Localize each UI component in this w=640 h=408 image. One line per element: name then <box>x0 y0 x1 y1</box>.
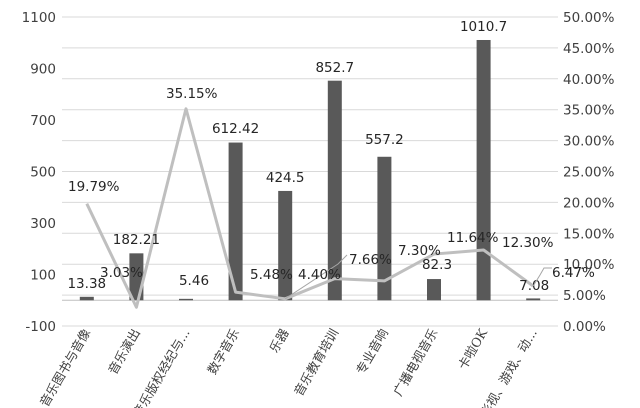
y-right-tick-label: 25.00% <box>563 165 615 181</box>
y-right-tick-label: 0.00% <box>563 319 606 335</box>
x-category-label: 专业音响 <box>353 326 391 377</box>
y-right-tick-label: 20.00% <box>563 195 615 211</box>
bar-data-label: 557.2 <box>365 132 404 148</box>
x-category-label: 广播电视音乐 <box>390 326 440 398</box>
y-right-tick-label: 5.00% <box>563 288 606 304</box>
bar <box>526 298 541 301</box>
bar <box>327 80 342 301</box>
y-right-tick-label: 15.00% <box>563 226 615 242</box>
line-data-label: 11.64% <box>447 230 499 246</box>
bar-data-label: 424.5 <box>266 170 305 186</box>
bar <box>427 279 441 301</box>
x-category-label: 音乐演出 <box>105 326 143 377</box>
y-right-tick-label: 40.00% <box>563 72 615 88</box>
bar-data-label: 612.42 <box>212 121 259 137</box>
leader-line <box>532 267 552 287</box>
bar <box>278 190 293 301</box>
bar-data-label: 182.21 <box>113 232 160 248</box>
line-data-label: 3.03% <box>100 265 143 281</box>
y-right-tick-label: 10.00% <box>563 257 615 273</box>
leader-line <box>284 254 348 300</box>
bar <box>377 156 392 301</box>
x-category-label: 音乐图书与音像 <box>37 326 94 408</box>
y-left-tick-label: 500 <box>30 165 56 181</box>
y-left-tick-label: 700 <box>30 113 56 129</box>
y-left-tick-label: 300 <box>30 216 56 232</box>
x-category-label: 音乐教育培训 <box>291 326 341 398</box>
y-left-tick-label: 1100 <box>22 10 56 26</box>
line-data-label: 35.15% <box>166 86 218 102</box>
line-data-label: 5.48% <box>250 267 293 283</box>
y-right-tick-label: 35.00% <box>563 103 615 119</box>
x-category-label: 卡啦OK <box>455 325 491 372</box>
line-data-label: 19.79% <box>68 179 120 195</box>
bar-data-label: 5.46 <box>179 273 209 289</box>
x-category-label: 数字音乐 <box>204 326 242 377</box>
line-data-label: 4.40% <box>298 267 341 283</box>
y-right-tick-label: 45.00% <box>563 41 615 57</box>
y-right-tick-label: 50.00% <box>563 10 615 26</box>
bar-data-label: 1010.7 <box>460 19 507 35</box>
bar <box>179 298 193 301</box>
line-data-label: 12.30% <box>502 235 554 251</box>
bar <box>476 39 491 301</box>
y-left-tick-label: -100 <box>25 319 56 335</box>
x-category-label: 乐器 <box>266 326 292 356</box>
y-right-tick-label: 30.00% <box>563 134 615 150</box>
bar-data-label: 852.7 <box>315 60 354 76</box>
bar-data-label: 13.38 <box>67 276 106 292</box>
line-data-label: 7.30% <box>398 243 441 259</box>
bar-data-label: 7.08 <box>519 278 549 294</box>
line-series <box>85 107 535 309</box>
y-left-tick-label: 100 <box>30 268 56 284</box>
bar <box>228 142 243 301</box>
bar-data-label: 82.3 <box>422 257 452 273</box>
line-data-label: 7.66% <box>349 252 392 268</box>
line-data-label: 6.47% <box>552 265 595 281</box>
y-left-tick-label: 900 <box>30 62 56 78</box>
bar <box>79 296 94 301</box>
